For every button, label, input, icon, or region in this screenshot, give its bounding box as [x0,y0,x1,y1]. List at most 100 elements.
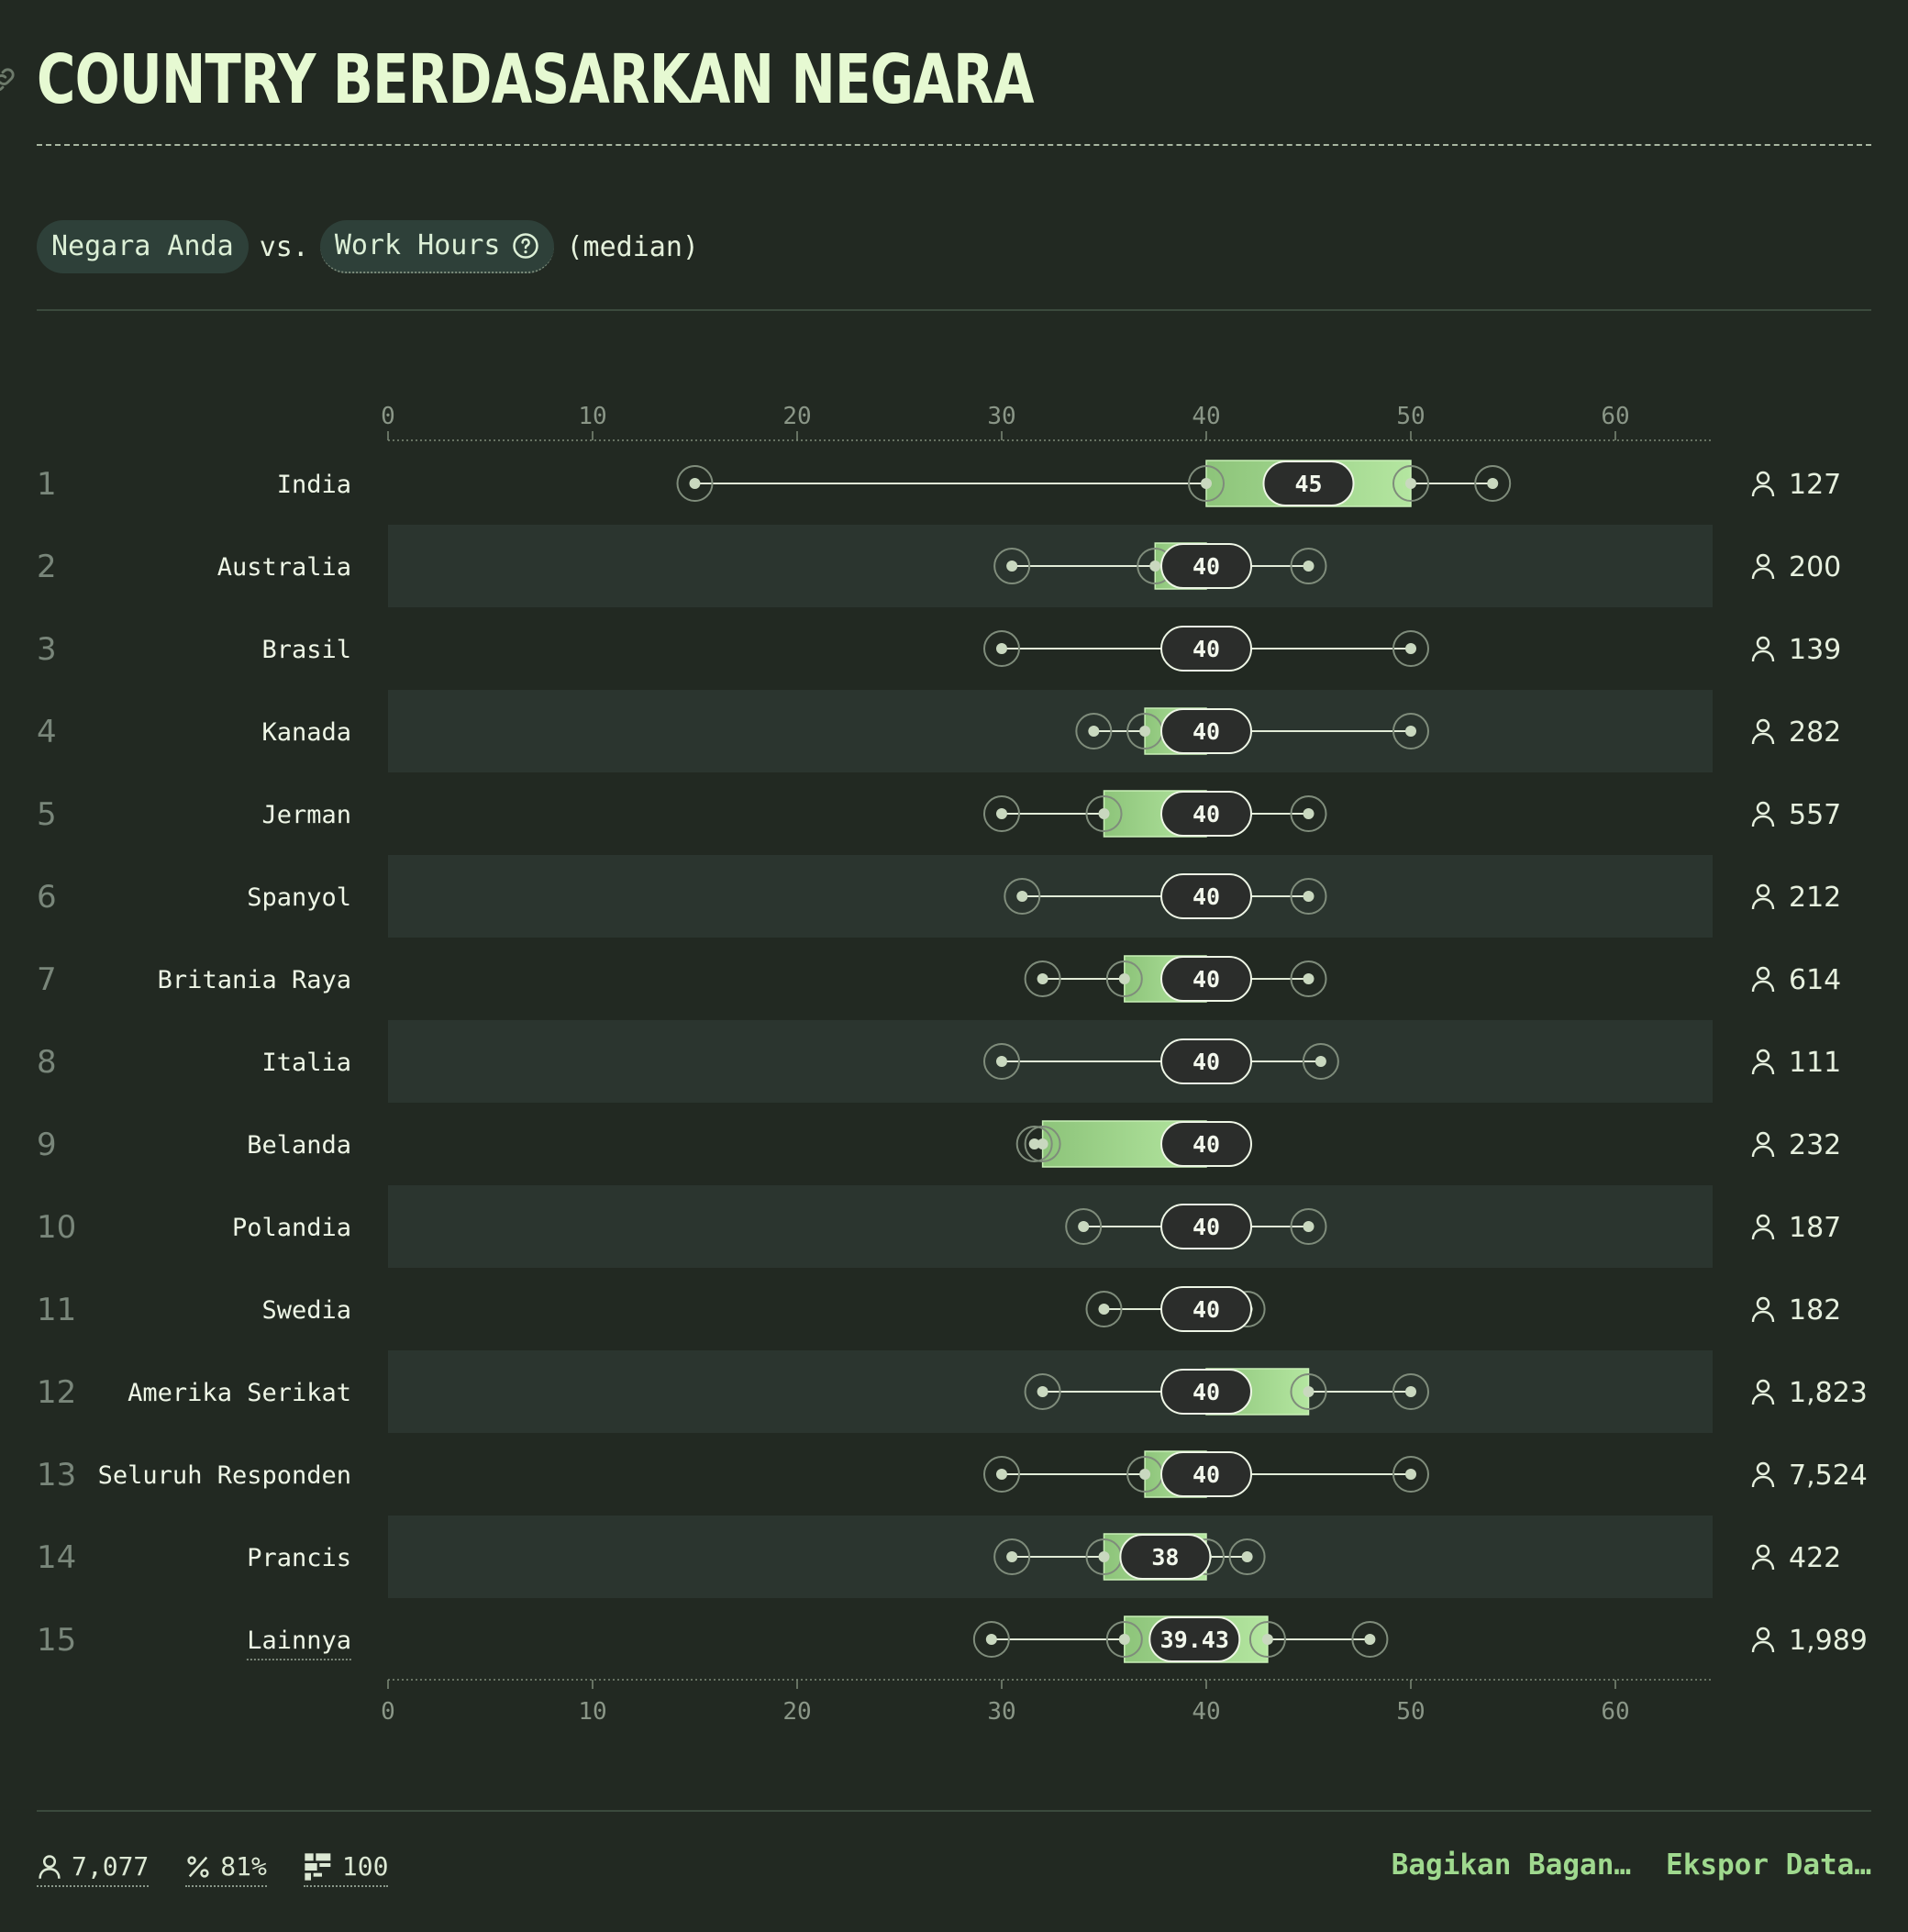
count-stat[interactable]: 100 [303,1851,389,1887]
row-count: 7,524 [1789,1460,1868,1492]
row-label: Brasil [261,636,351,664]
boxplot-row: 1 India 45 127 [37,460,1841,507]
row-rank: 12 [37,1374,76,1411]
tick-label: 60 [1601,1698,1629,1725]
row-band [388,690,1713,772]
controls-divider [37,309,1871,311]
export-data-button[interactable]: Ekspor Data… [1666,1849,1871,1882]
median-pill [1160,626,1252,672]
chart-controls: Negara Anda vs. Work Hours (median) [37,220,699,273]
row-count: 557 [1789,799,1841,831]
row-count: 1,823 [1789,1377,1868,1409]
row-label: Britania Raya [158,966,351,994]
row-rank: 3 [37,631,57,668]
row-rank: 14 [37,1539,76,1576]
boxplot-row: 15 Lainnya 39.43 1,989 [37,1616,1868,1663]
boxplot-row: 6 Spanyol 40 212 [37,873,1841,919]
q1-marker [1201,478,1212,489]
dimension-selector[interactable]: Negara Anda [37,220,249,273]
whisker-max-marker [1405,1469,1416,1480]
median-label: 40 [1192,1379,1220,1405]
metric-label: Work Hours [334,229,501,261]
median-pill [1160,708,1252,754]
whisker-max-marker [1303,891,1315,902]
whisker-min-marker-ring [1015,1126,1053,1162]
whisker-min-marker-ring [983,630,1020,667]
row-label: Australia [217,553,351,582]
median-label: 38 [1151,1544,1179,1571]
person-icon [39,1854,61,1879]
whisker-min-marker [996,1469,1007,1480]
q1-marker-ring [1105,1621,1143,1658]
whisker-max-marker [1405,643,1416,654]
x-axis-bottom: 0 10 20 30 40 50 60 [381,1679,1713,1725]
respondents-value: 7,077 [72,1851,150,1882]
q1-marker-ring [1105,960,1143,997]
q1-marker [1098,808,1110,819]
q1-marker-ring [1024,1126,1061,1162]
respondents-stat[interactable]: 7,077 [37,1851,150,1887]
footer-divider [37,1810,1871,1812]
boxplot-row: 9 Belanda 40 232 [37,1120,1841,1168]
q1-marker [1098,1551,1110,1562]
link-icon[interactable] [0,64,18,95]
row-count: 212 [1789,882,1841,914]
q3-marker-ring [1392,465,1429,502]
q3-marker [1261,1634,1273,1645]
row-rank: 2 [37,549,57,585]
whisker-min-marker-ring [676,465,714,502]
whisker-max-marker-ring [1302,1043,1339,1080]
x-axis-top: 0 10 20 30 40 50 60 [381,403,1713,441]
whisker-min-marker-ring [1004,878,1041,915]
median-pill [1160,791,1252,837]
percent-stat[interactable]: 81% [185,1851,267,1887]
percent-value: 81% [220,1851,267,1882]
person-icon [1751,1296,1775,1323]
row-label: Polandia [232,1214,351,1242]
whisker-max-marker [1487,478,1499,489]
tick-label: 50 [1396,403,1425,430]
q3-marker [1405,478,1416,489]
whisker-max-marker-ring [1392,1373,1429,1410]
q3-marker [1303,1386,1315,1397]
row-label: Swedia [261,1296,351,1325]
title-divider [37,144,1871,146]
help-icon[interactable] [512,232,539,260]
person-icon [1751,966,1775,993]
percent-icon [187,1855,209,1878]
q1-marker [1149,561,1161,572]
tick-label: 30 [987,403,1015,430]
tick-label: 40 [1192,1698,1220,1725]
whisker-min-marker [1037,1386,1048,1397]
metric-selector[interactable]: Work Hours [319,220,554,273]
row-count: 139 [1789,634,1841,666]
row-rank: 8 [37,1044,57,1081]
q1-marker [1118,1634,1130,1645]
share-chart-button[interactable]: Bagikan Bagan… [1391,1849,1632,1882]
row-count: 200 [1789,551,1841,583]
row-band [388,1185,1713,1268]
grid-icon [305,1852,331,1881]
person-icon [1751,1544,1775,1571]
row-rank: 11 [37,1292,76,1328]
footer-stats: 7,077 81% 100 [37,1851,425,1887]
whisker-min-marker [1006,1551,1018,1562]
median-label: 40 [1192,1049,1220,1075]
median-pill [1148,1616,1241,1662]
median-label: 40 [1192,1131,1220,1158]
whisker-max-marker [1303,1221,1315,1232]
median-label: 45 [1294,471,1322,497]
boxplot-row: 11 Swedia 40 182 [37,1286,1841,1332]
whisker-max-marker [1315,1056,1326,1067]
median-pill [1160,873,1252,919]
row-label: India [277,471,351,499]
q1-marker [1139,1469,1151,1480]
whisker-min-marker [1016,891,1028,902]
median-pill [1160,1286,1252,1332]
boxplot-row: 10 Polandia 40 187 [37,1204,1841,1249]
person-icon [1751,1214,1775,1240]
whisker-min-marker-ring [983,795,1020,832]
whisker-min-marker-ring [993,1538,1031,1575]
tick-label: 10 [578,403,606,430]
whisker-min-marker [1006,561,1018,572]
